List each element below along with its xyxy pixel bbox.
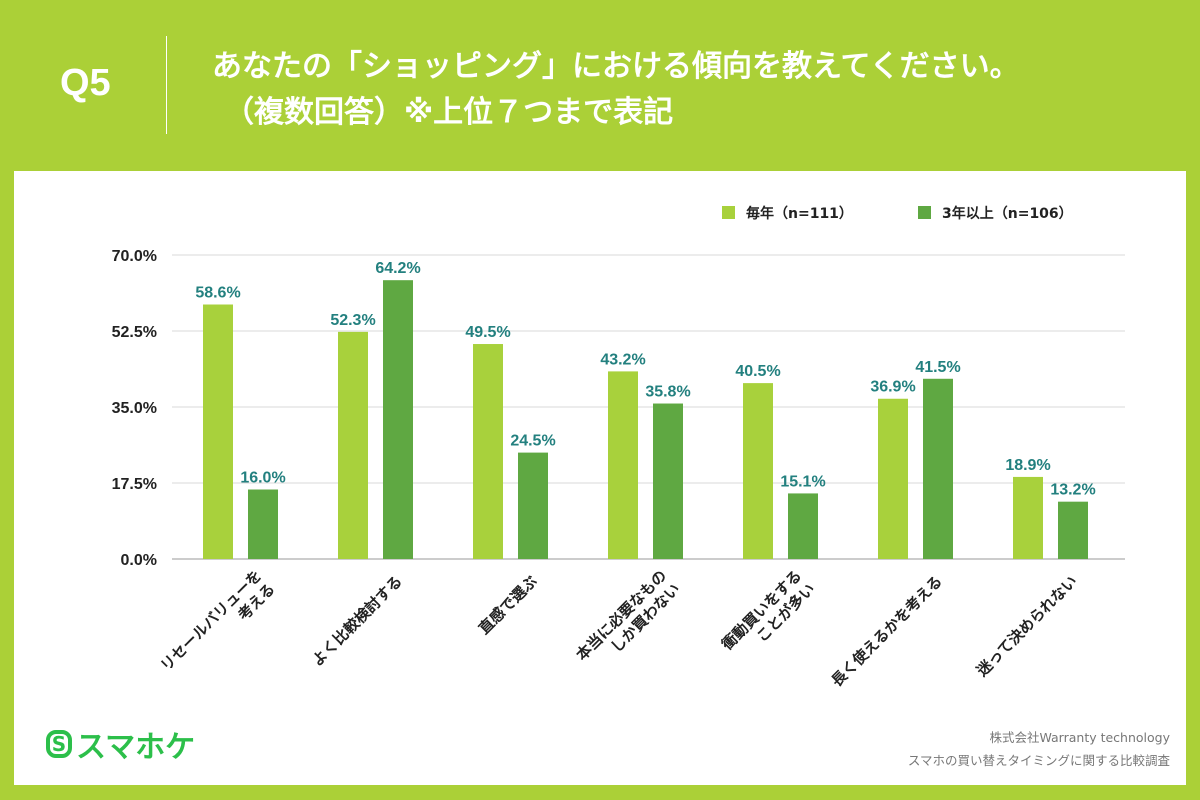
survey-name: スマホの買い替えタイミングに関する比較調査 (907, 753, 1170, 768)
header-divider (166, 36, 167, 134)
bar (248, 489, 278, 559)
credit: 株式会社Warranty technology スマホの買い替えタイミングに関する… (908, 726, 1170, 772)
x-tick-label: 長く使えるかを考える (828, 572, 946, 690)
x-tick-label: 直感で選ぶ (475, 572, 541, 638)
x-tick-label: 本当に必要なものしか買わない (573, 566, 684, 677)
data-label: 16.0% (240, 470, 285, 487)
bar (1013, 476, 1043, 559)
logo-mark: S (46, 730, 72, 758)
x-tick-label: 迷って決められない (972, 572, 1080, 680)
title-line-2: （複数回答）※上位７つまで表記 (224, 95, 674, 130)
legend-swatch (918, 206, 931, 219)
bar (788, 493, 818, 559)
bar (878, 398, 908, 559)
question-number: Q5 (60, 62, 111, 104)
data-label: 36.9% (870, 379, 915, 396)
data-label: 58.6% (195, 285, 240, 302)
page-title: あなたの「ショッピング」における傾向を教えてください。 （複数回答）※上位７つま… (212, 44, 1020, 136)
bar (608, 371, 638, 559)
data-label: 24.5% (510, 433, 555, 450)
data-label: 41.5% (915, 359, 960, 376)
data-label: 40.5% (735, 363, 780, 380)
logo-text: スマホケ (76, 730, 196, 765)
x-tick-label: リセールバリューを考える (157, 566, 279, 688)
bar (473, 344, 503, 559)
y-tick-label: 52.5% (112, 324, 157, 341)
company-name: 株式会社Warranty technology (989, 730, 1170, 745)
y-tick-label: 35.0% (112, 400, 157, 417)
brand-logo: S スマホケ (46, 722, 195, 766)
data-label: 13.2% (1050, 482, 1095, 499)
legend-label: 毎年（n=111） (746, 205, 853, 222)
data-label: 18.9% (1005, 457, 1050, 474)
x-tick-label: 衝動買いをすることが多い (717, 566, 818, 667)
bar (383, 280, 413, 559)
bar (338, 331, 368, 559)
data-label: 35.8% (645, 384, 690, 401)
y-tick-label: 70.0% (112, 248, 157, 265)
title-line-1: あなたの「ショッピング」における傾向を教えてください。 (212, 49, 1020, 84)
y-tick-label: 17.5% (112, 476, 157, 493)
bar (203, 304, 233, 559)
y-tick-label: 0.0% (121, 552, 157, 569)
bar (653, 403, 683, 559)
data-label: 15.1% (780, 473, 825, 490)
data-label: 43.2% (600, 351, 645, 368)
legend-label: 3年以上（n=106） (942, 205, 1073, 222)
data-label: 52.3% (330, 312, 375, 329)
x-tick-label: よく比較検討する (308, 572, 406, 670)
bar (1058, 501, 1088, 559)
bar (518, 452, 548, 559)
data-label: 64.2% (375, 260, 420, 277)
data-label: 49.5% (465, 324, 510, 341)
bar (743, 383, 773, 559)
bar (923, 378, 953, 559)
legend-swatch (722, 206, 735, 219)
